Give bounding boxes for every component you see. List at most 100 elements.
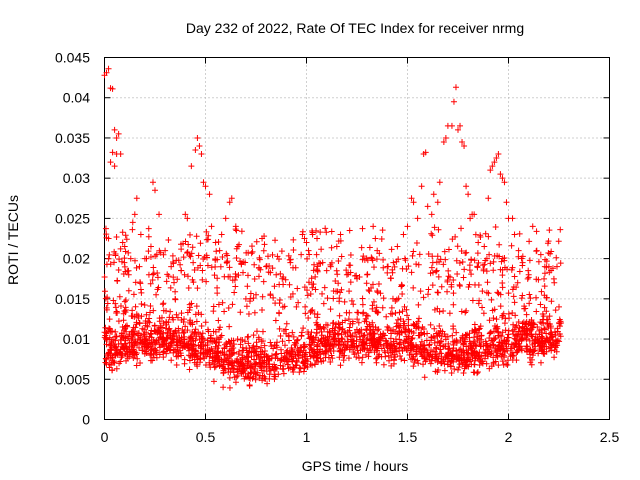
data-point <box>397 339 404 346</box>
data-point <box>442 336 449 343</box>
data-point <box>401 337 408 344</box>
y-tick-label: 0.01 <box>63 331 90 347</box>
data-point <box>388 304 395 311</box>
data-point <box>139 347 146 354</box>
data-point <box>102 324 109 331</box>
data-point <box>346 288 353 295</box>
data-point <box>231 276 238 283</box>
data-point <box>383 313 390 320</box>
data-point <box>301 362 308 369</box>
data-point <box>422 149 429 156</box>
data-point <box>523 345 530 352</box>
data-point <box>420 342 427 349</box>
data-point <box>297 365 304 372</box>
data-point <box>111 163 118 170</box>
data-point <box>102 335 109 342</box>
data-point <box>309 231 316 238</box>
data-point <box>265 361 272 368</box>
data-point <box>548 298 555 305</box>
data-point <box>385 352 392 359</box>
data-point <box>369 255 376 262</box>
data-point <box>447 360 454 367</box>
data-point <box>134 355 141 362</box>
data-point <box>450 325 457 332</box>
data-point <box>525 267 532 274</box>
data-point <box>491 159 498 166</box>
data-point <box>239 354 246 361</box>
data-point <box>399 291 406 298</box>
data-point <box>337 231 344 238</box>
data-point <box>513 357 520 364</box>
data-point <box>435 366 442 373</box>
data-point <box>454 351 461 358</box>
data-point <box>543 348 550 355</box>
data-point <box>122 297 129 304</box>
data-point <box>360 309 367 316</box>
data-point <box>215 238 222 245</box>
data-point <box>465 191 472 198</box>
data-point <box>486 365 493 372</box>
data-point <box>374 327 381 334</box>
data-point <box>429 269 436 276</box>
data-point <box>408 195 415 202</box>
data-point <box>468 271 475 278</box>
data-point <box>446 310 453 317</box>
data-point <box>204 339 211 346</box>
data-point <box>150 307 157 314</box>
data-point <box>212 257 219 264</box>
data-point <box>354 316 361 323</box>
data-point <box>471 338 478 345</box>
data-point <box>191 356 198 363</box>
data-point <box>165 236 172 243</box>
data-point <box>349 333 356 340</box>
data-point <box>203 278 210 285</box>
data-point <box>256 256 263 263</box>
data-point <box>184 327 191 334</box>
data-point <box>284 347 291 354</box>
data-point <box>121 263 128 270</box>
data-point <box>228 358 235 365</box>
data-point <box>454 366 461 373</box>
data-point <box>413 240 420 247</box>
tick-labels: 0 0.5 1 1.5 2 2.5 0 0.005 0.01 0.015 0.02 0.025 0.03… <box>55 50 619 446</box>
data-point <box>289 290 296 297</box>
data-point <box>512 312 519 319</box>
data-point <box>133 362 140 369</box>
y-tick-label: 0.035 <box>55 130 90 146</box>
data-point <box>193 303 200 310</box>
data-point <box>338 286 345 293</box>
data-point <box>304 255 311 262</box>
data-point <box>237 258 244 265</box>
data-point <box>331 330 338 337</box>
data-point <box>147 357 154 364</box>
data-point <box>339 336 346 343</box>
data-point <box>393 258 400 265</box>
data-point <box>383 340 390 347</box>
data-point <box>410 248 417 255</box>
data-point <box>401 344 408 351</box>
data-point <box>427 321 434 328</box>
data-point <box>441 367 448 374</box>
data-point <box>186 357 193 364</box>
data-point <box>500 347 507 354</box>
data-point <box>305 247 312 254</box>
data-point <box>415 318 422 325</box>
data-point <box>178 352 185 359</box>
data-point <box>303 287 310 294</box>
data-point <box>294 285 301 292</box>
data-point <box>177 261 184 268</box>
data-point <box>313 251 320 258</box>
data-point <box>228 195 235 202</box>
data-point <box>177 347 184 354</box>
data-point <box>434 333 441 340</box>
data-point <box>429 232 436 239</box>
data-point <box>499 358 506 365</box>
data-point <box>137 286 144 293</box>
data-point <box>102 295 109 302</box>
data-point <box>526 291 533 298</box>
data-point <box>548 333 555 340</box>
data-point <box>529 223 536 230</box>
data-point <box>329 320 336 327</box>
data-point <box>261 375 268 382</box>
data-point <box>519 292 526 299</box>
